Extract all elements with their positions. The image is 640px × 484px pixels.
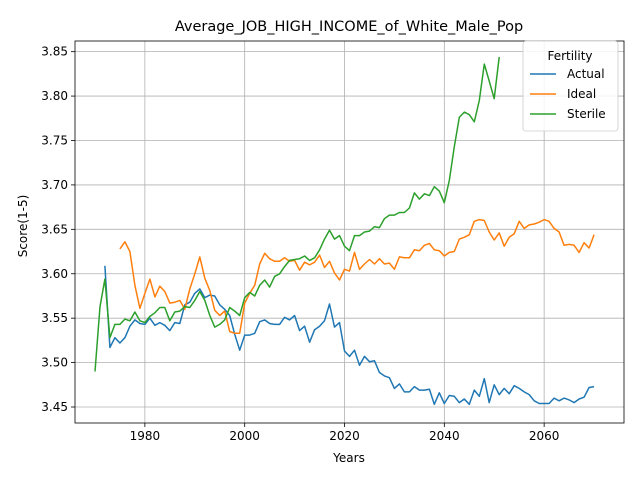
y-tick-label: 3.50 — [41, 356, 68, 370]
x-tick-label: 2000 — [229, 429, 260, 443]
legend-label-ideal: Ideal — [567, 87, 596, 101]
y-tick-label: 3.85 — [41, 45, 68, 59]
legend-label-actual: Actual — [567, 67, 605, 81]
y-tick-label: 3.60 — [41, 267, 68, 281]
legend-title: Fertility — [547, 49, 592, 63]
y-tick-label: 3.70 — [41, 178, 68, 192]
legend-box — [522, 40, 619, 132]
x-tick-label: 2060 — [529, 429, 560, 443]
legend-label-sterile: Sterile — [567, 107, 606, 121]
chart-title: Average_JOB_HIGH_INCOME_of_White_Male_Po… — [175, 19, 523, 35]
plot-frame — [74, 40, 625, 424]
y-tick-label: 3.80 — [41, 89, 68, 103]
series-line-actual — [104, 265, 595, 406]
series-lines — [94, 56, 595, 406]
y-tick-label: 3.65 — [41, 222, 68, 236]
series-line-ideal — [119, 218, 595, 335]
y-axis-label: Score(1-5) — [16, 195, 30, 258]
x-tick-label: 2020 — [329, 429, 360, 443]
x-tick-label: 1980 — [130, 429, 161, 443]
x-axis-ticks: 1980 2000 2020 2040 2060 — [130, 423, 560, 443]
y-tick-label: 3.55 — [41, 311, 68, 325]
y-tick-label: 3.75 — [41, 133, 68, 147]
x-tick-label: 2040 — [429, 429, 460, 443]
x-axis-label: Years — [332, 451, 365, 465]
y-tick-label: 3.45 — [41, 400, 68, 414]
legend: Fertility Actual Ideal Sterile — [522, 40, 619, 132]
series-line-sterile — [94, 56, 500, 372]
y-axis-ticks: 3.45 3.50 3.55 3.60 3.65 3.70 3.75 3.80 3.85 — [41, 45, 75, 414]
